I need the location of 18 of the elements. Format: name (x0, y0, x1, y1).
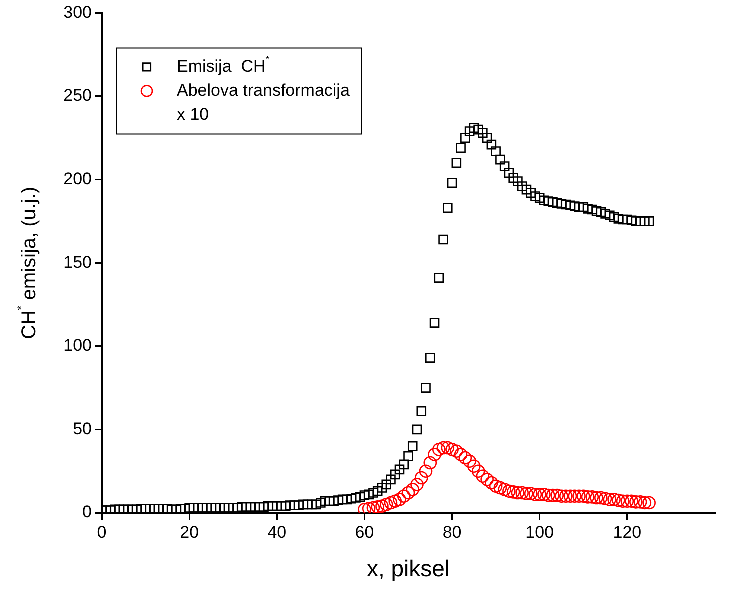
y-tick-label: 150 (64, 252, 92, 272)
legend-label: Abelova transformacija x 10 (177, 80, 350, 124)
x-tick-label: 100 (526, 522, 554, 542)
y-tick-label: 300 (64, 2, 92, 22)
y-tick-label: 50 (73, 419, 92, 438)
y-tick-label: 250 (64, 86, 92, 106)
x-axis-title: x, piksel (366, 556, 450, 582)
x-tick-label: 0 (97, 522, 107, 542)
x-tick-label: 60 (355, 522, 374, 542)
y-tick-label: 100 (64, 336, 92, 356)
y-tick-label: 0 (82, 502, 92, 522)
x-tick-label: 20 (180, 522, 200, 542)
x-tick-label: 120 (613, 522, 642, 542)
y-axis-title: CH* emisija, (u.j.) (14, 186, 41, 340)
legend-label: Emisija CH* (177, 55, 270, 76)
y-tick-label: 200 (64, 169, 92, 188)
x-tick-label: 40 (268, 522, 287, 542)
x-tick-label: 80 (442, 522, 462, 542)
